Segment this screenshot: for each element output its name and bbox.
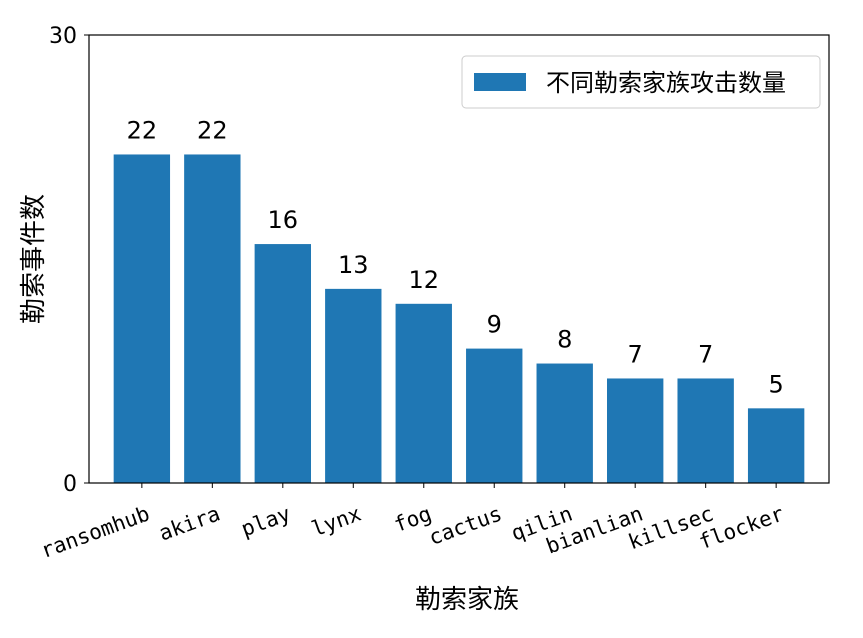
legend-label: 不同勒索家族攻击数量 <box>546 69 786 97</box>
bar-akira <box>184 154 241 483</box>
data-label-killsec: 7 <box>698 340 713 368</box>
legend-swatch <box>474 73 526 91</box>
x-tick-label-cactus: cactus <box>426 501 505 549</box>
bar-fog <box>395 303 452 483</box>
x-axis-title: 勒索家族 <box>415 585 519 615</box>
x-tick-label-ransomhub: ransomhub <box>38 501 153 562</box>
data-label-bianlian: 7 <box>628 340 643 368</box>
x-tick-label-akira: akira <box>156 501 224 545</box>
y-axis-title: 勒索事件数 <box>19 194 49 324</box>
bar-killsec <box>677 378 734 483</box>
y-axis-ticks: 0 30 <box>49 24 89 497</box>
data-label-lynx: 13 <box>338 251 369 279</box>
bar-play <box>254 244 311 483</box>
bar-lynx <box>325 288 382 483</box>
bars-layer <box>113 154 805 483</box>
y-tick-label-30: 30 <box>49 24 77 49</box>
plot-frame <box>88 34 830 484</box>
data-label-qilin: 8 <box>557 326 572 354</box>
data-label-akira: 22 <box>197 116 228 144</box>
bar-cactus <box>466 348 523 483</box>
legend: 不同勒索家族攻击数量 <box>461 55 821 109</box>
bar-ransomhub <box>113 154 171 483</box>
data-label-fog: 12 <box>408 266 439 294</box>
x-tick-label-play: play <box>238 501 294 541</box>
x-tick-label-lynx: lynx <box>308 501 364 541</box>
data-label-play: 16 <box>268 206 299 234</box>
data-label-flocker: 5 <box>769 370 784 398</box>
bar-flocker <box>747 408 805 483</box>
data-label-ransomhub: 22 <box>127 116 158 144</box>
data-labels-layer: 22 22 16 13 12 9 8 7 7 5 <box>127 116 784 398</box>
bar-qilin <box>536 363 593 483</box>
y-tick-label-0: 0 <box>63 472 77 497</box>
bar-bianlian <box>607 378 664 483</box>
legend-box <box>461 55 821 109</box>
data-label-cactus: 9 <box>487 311 502 339</box>
